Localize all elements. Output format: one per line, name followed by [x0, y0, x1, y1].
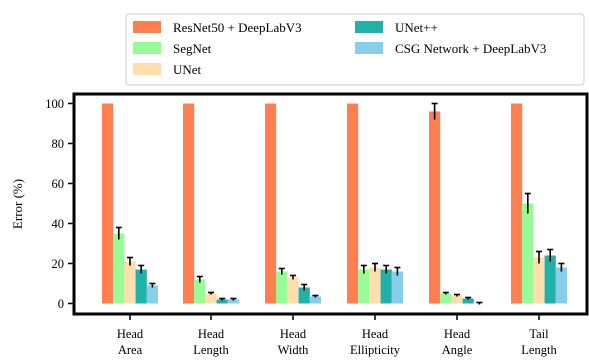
y-tick-label: 20 [52, 257, 65, 271]
error-bar [230, 297, 237, 301]
legend-swatch [133, 42, 161, 54]
error-bar [524, 192, 531, 214]
bar [183, 103, 195, 304]
legend-label: UNet [173, 62, 202, 77]
error-bar [138, 264, 145, 274]
x-ticks: Head Area Head Length Head Width Head Elliptici… [117, 314, 557, 357]
x-tick-label: Tail Length [521, 327, 557, 357]
bar [347, 103, 359, 304]
legend-swatch [133, 21, 161, 33]
legend-swatch [355, 42, 383, 54]
y-ticks: 0 20 40 60 80 100 [45, 97, 74, 311]
legend-item: ResNet50 + DeepLabV3 [133, 20, 302, 35]
bar [205, 293, 217, 304]
legend-swatch [355, 21, 383, 33]
bar [533, 257, 545, 304]
legend-label: SegNet [173, 41, 212, 56]
plot-frame [72, 92, 589, 316]
x-tick-label: Head Ellipticity [350, 327, 401, 357]
error-bar [558, 262, 565, 272]
x-tick-label: Head Width [278, 327, 309, 357]
error-bar [196, 275, 203, 283]
legend-label: UNet++ [395, 20, 438, 35]
bar [309, 296, 321, 304]
bar [544, 255, 556, 304]
legend-item: CSG Network + DeepLabV3 [355, 41, 546, 56]
error-bar [301, 283, 308, 291]
bar [555, 267, 567, 304]
bar [194, 279, 206, 304]
error-bar [442, 291, 449, 295]
bar [287, 277, 299, 304]
legend-item: UNet [133, 62, 202, 77]
error-bar [219, 297, 226, 301]
error-bar [149, 282, 156, 288]
bar [216, 299, 228, 304]
bar [113, 233, 125, 304]
bar [462, 298, 474, 304]
y-tick-label: 100 [45, 97, 64, 111]
bar [227, 299, 239, 304]
y-tick-label: 60 [52, 177, 65, 191]
error-bar [278, 267, 285, 275]
y-axis-label: Error (%) [10, 179, 25, 229]
error-bar [454, 293, 460, 297]
error-bar [372, 262, 378, 272]
error-bars [115, 102, 565, 305]
bar [102, 103, 114, 304]
error-bar [290, 274, 296, 280]
bar [265, 103, 277, 304]
x-tick-label: Head Area [117, 327, 144, 357]
legend-label: CSG Network + DeepLabV3 [395, 41, 546, 56]
x-tick-label: Head Length [193, 327, 229, 357]
bar [429, 111, 441, 304]
error-bar [431, 102, 438, 120]
error-bar [115, 226, 122, 240]
error-bar [536, 250, 542, 264]
legend-label: ResNet50 + DeepLabV3 [173, 20, 302, 35]
bar [451, 295, 463, 304]
bar [135, 269, 147, 304]
error-bar [208, 291, 214, 295]
bar [511, 103, 523, 304]
bar [369, 267, 381, 304]
legend-item: SegNet [133, 41, 212, 56]
bar [146, 285, 158, 304]
axes [72, 92, 589, 316]
error-bar [547, 248, 554, 262]
x-tick-label: Head Angle [442, 327, 473, 357]
legend-swatch [133, 63, 161, 75]
legend-item: UNet++ [355, 20, 438, 35]
error-bar [476, 301, 483, 305]
y-tick-label: 80 [52, 137, 65, 151]
legend: ResNet50 + DeepLabV3 SegNet UNet UNet++ CSG … [125, 13, 585, 86]
error-bar [127, 256, 133, 266]
bar [276, 271, 288, 304]
error-bar [360, 264, 367, 274]
bar [124, 261, 136, 304]
bars [102, 103, 567, 304]
error-bar [312, 294, 319, 298]
bar [440, 293, 452, 304]
error-bar [394, 266, 401, 276]
error-bar [465, 296, 472, 300]
bar [358, 269, 370, 304]
bar [522, 203, 534, 304]
bar [298, 287, 310, 304]
error-bar [383, 264, 390, 274]
bar [380, 269, 392, 304]
bar [391, 271, 403, 304]
y-tick-label: 0 [58, 297, 64, 311]
y-tick-label: 40 [52, 217, 65, 231]
